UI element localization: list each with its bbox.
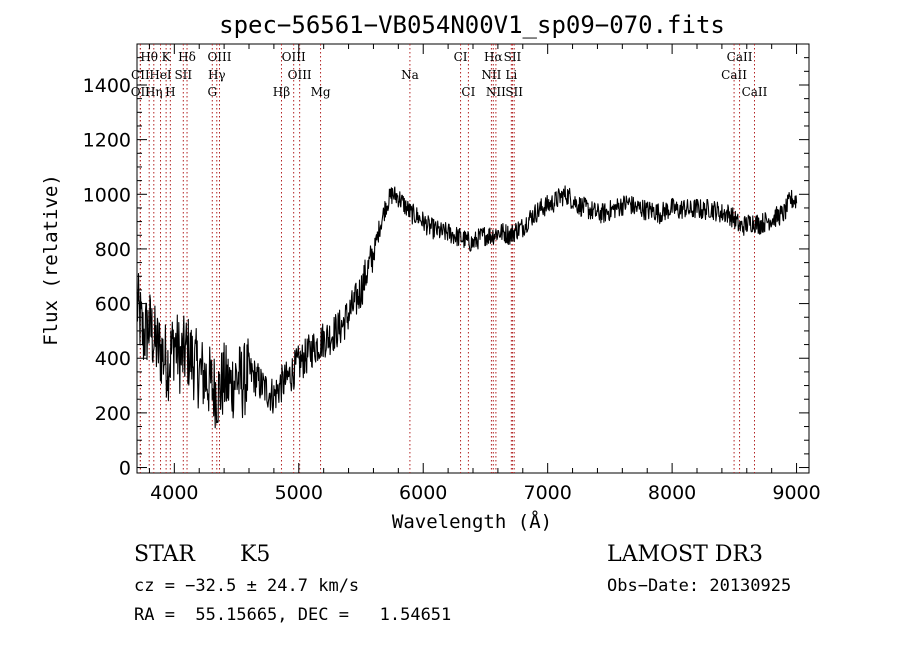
chart-title: spec−56561−VB054N00V1_sp09−070.fits bbox=[219, 11, 725, 39]
y-tick-label: 200 bbox=[95, 403, 131, 425]
spectral-line-label: SII bbox=[504, 50, 522, 64]
object-subclass: K5 bbox=[240, 542, 270, 567]
x-tick-label: 8000 bbox=[648, 482, 696, 504]
spectral-line-label: Hθ bbox=[140, 50, 158, 64]
spectral-line-label: CaII bbox=[742, 85, 768, 99]
spectral-line-label: Na bbox=[401, 68, 419, 82]
spectral-line-label: OIII bbox=[288, 68, 312, 82]
spectral-line-label: CaII bbox=[721, 68, 747, 82]
y-tick-label: 600 bbox=[95, 294, 131, 316]
y-axis-label: Flux (relative) bbox=[40, 174, 62, 346]
spectral-line-label: OIII bbox=[282, 50, 306, 64]
spectral-line-label: HeI bbox=[149, 68, 172, 82]
spectral-line-label: CaII bbox=[727, 50, 753, 64]
spectral-line-label: CI bbox=[454, 50, 468, 64]
y-tick-label: 800 bbox=[95, 239, 131, 261]
spectral-line-label: Hα bbox=[484, 50, 503, 64]
y-tick-label: 400 bbox=[95, 348, 131, 370]
y-tick-label: 1000 bbox=[83, 184, 131, 206]
y-tick-label: 1400 bbox=[83, 75, 131, 97]
spectral-line-markers bbox=[139, 44, 755, 473]
spectral-line-label: G bbox=[207, 85, 217, 99]
x-axis-label: Wavelength (Å) bbox=[392, 510, 552, 533]
spectral-line-label: OIII bbox=[207, 50, 231, 64]
x-tick-label: 5000 bbox=[275, 482, 323, 504]
spectral-line-label: Hβ bbox=[273, 85, 290, 99]
spectral-line-label: SII bbox=[505, 85, 523, 99]
redshift-velocity: cz = −32.5 ± 24.7 km/s bbox=[134, 576, 359, 596]
sky-coordinates: RA = 55.15665, DEC = 1.54651 bbox=[134, 605, 451, 625]
spectral-line-label: Hη bbox=[145, 85, 163, 99]
y-axis-ticks: 0 200 400 600 800 1000 1200 1400 bbox=[83, 57, 809, 480]
observation-date: Obs−Date: 20130925 bbox=[607, 576, 791, 596]
x-axis-ticks: 4000 5000 6000 7000 8000 9000 bbox=[148, 44, 821, 504]
x-tick-label: 7000 bbox=[523, 482, 571, 504]
spectral-line-label: NII bbox=[486, 85, 506, 99]
spectral-line-label: SII bbox=[174, 68, 192, 82]
spectral-line-label: H bbox=[165, 85, 175, 99]
spectral-line-label: NII bbox=[481, 68, 501, 82]
x-tick-label: 9000 bbox=[772, 482, 820, 504]
y-tick-label: 1200 bbox=[83, 130, 131, 152]
survey-name: LAMOST DR3 bbox=[607, 542, 763, 567]
x-tick-label: 6000 bbox=[399, 482, 447, 504]
spectral-line-label: Mg bbox=[311, 85, 331, 99]
spectral-line-label: Hδ bbox=[178, 50, 196, 64]
x-tick-label: 4000 bbox=[150, 482, 198, 504]
spectral-line-label: CI bbox=[461, 85, 475, 99]
spectral-line-label: Hγ bbox=[208, 68, 226, 82]
spectral-line-label: OII bbox=[131, 85, 151, 99]
object-class: STAR bbox=[134, 542, 196, 567]
spectral-line-label: CII bbox=[131, 68, 150, 82]
y-tick-label: 0 bbox=[119, 458, 131, 480]
spectral-line-label: K bbox=[162, 50, 172, 64]
spectrum-line bbox=[136, 185, 798, 429]
plot-frame bbox=[136, 43, 810, 474]
spectral-line-label: Li bbox=[505, 68, 517, 82]
